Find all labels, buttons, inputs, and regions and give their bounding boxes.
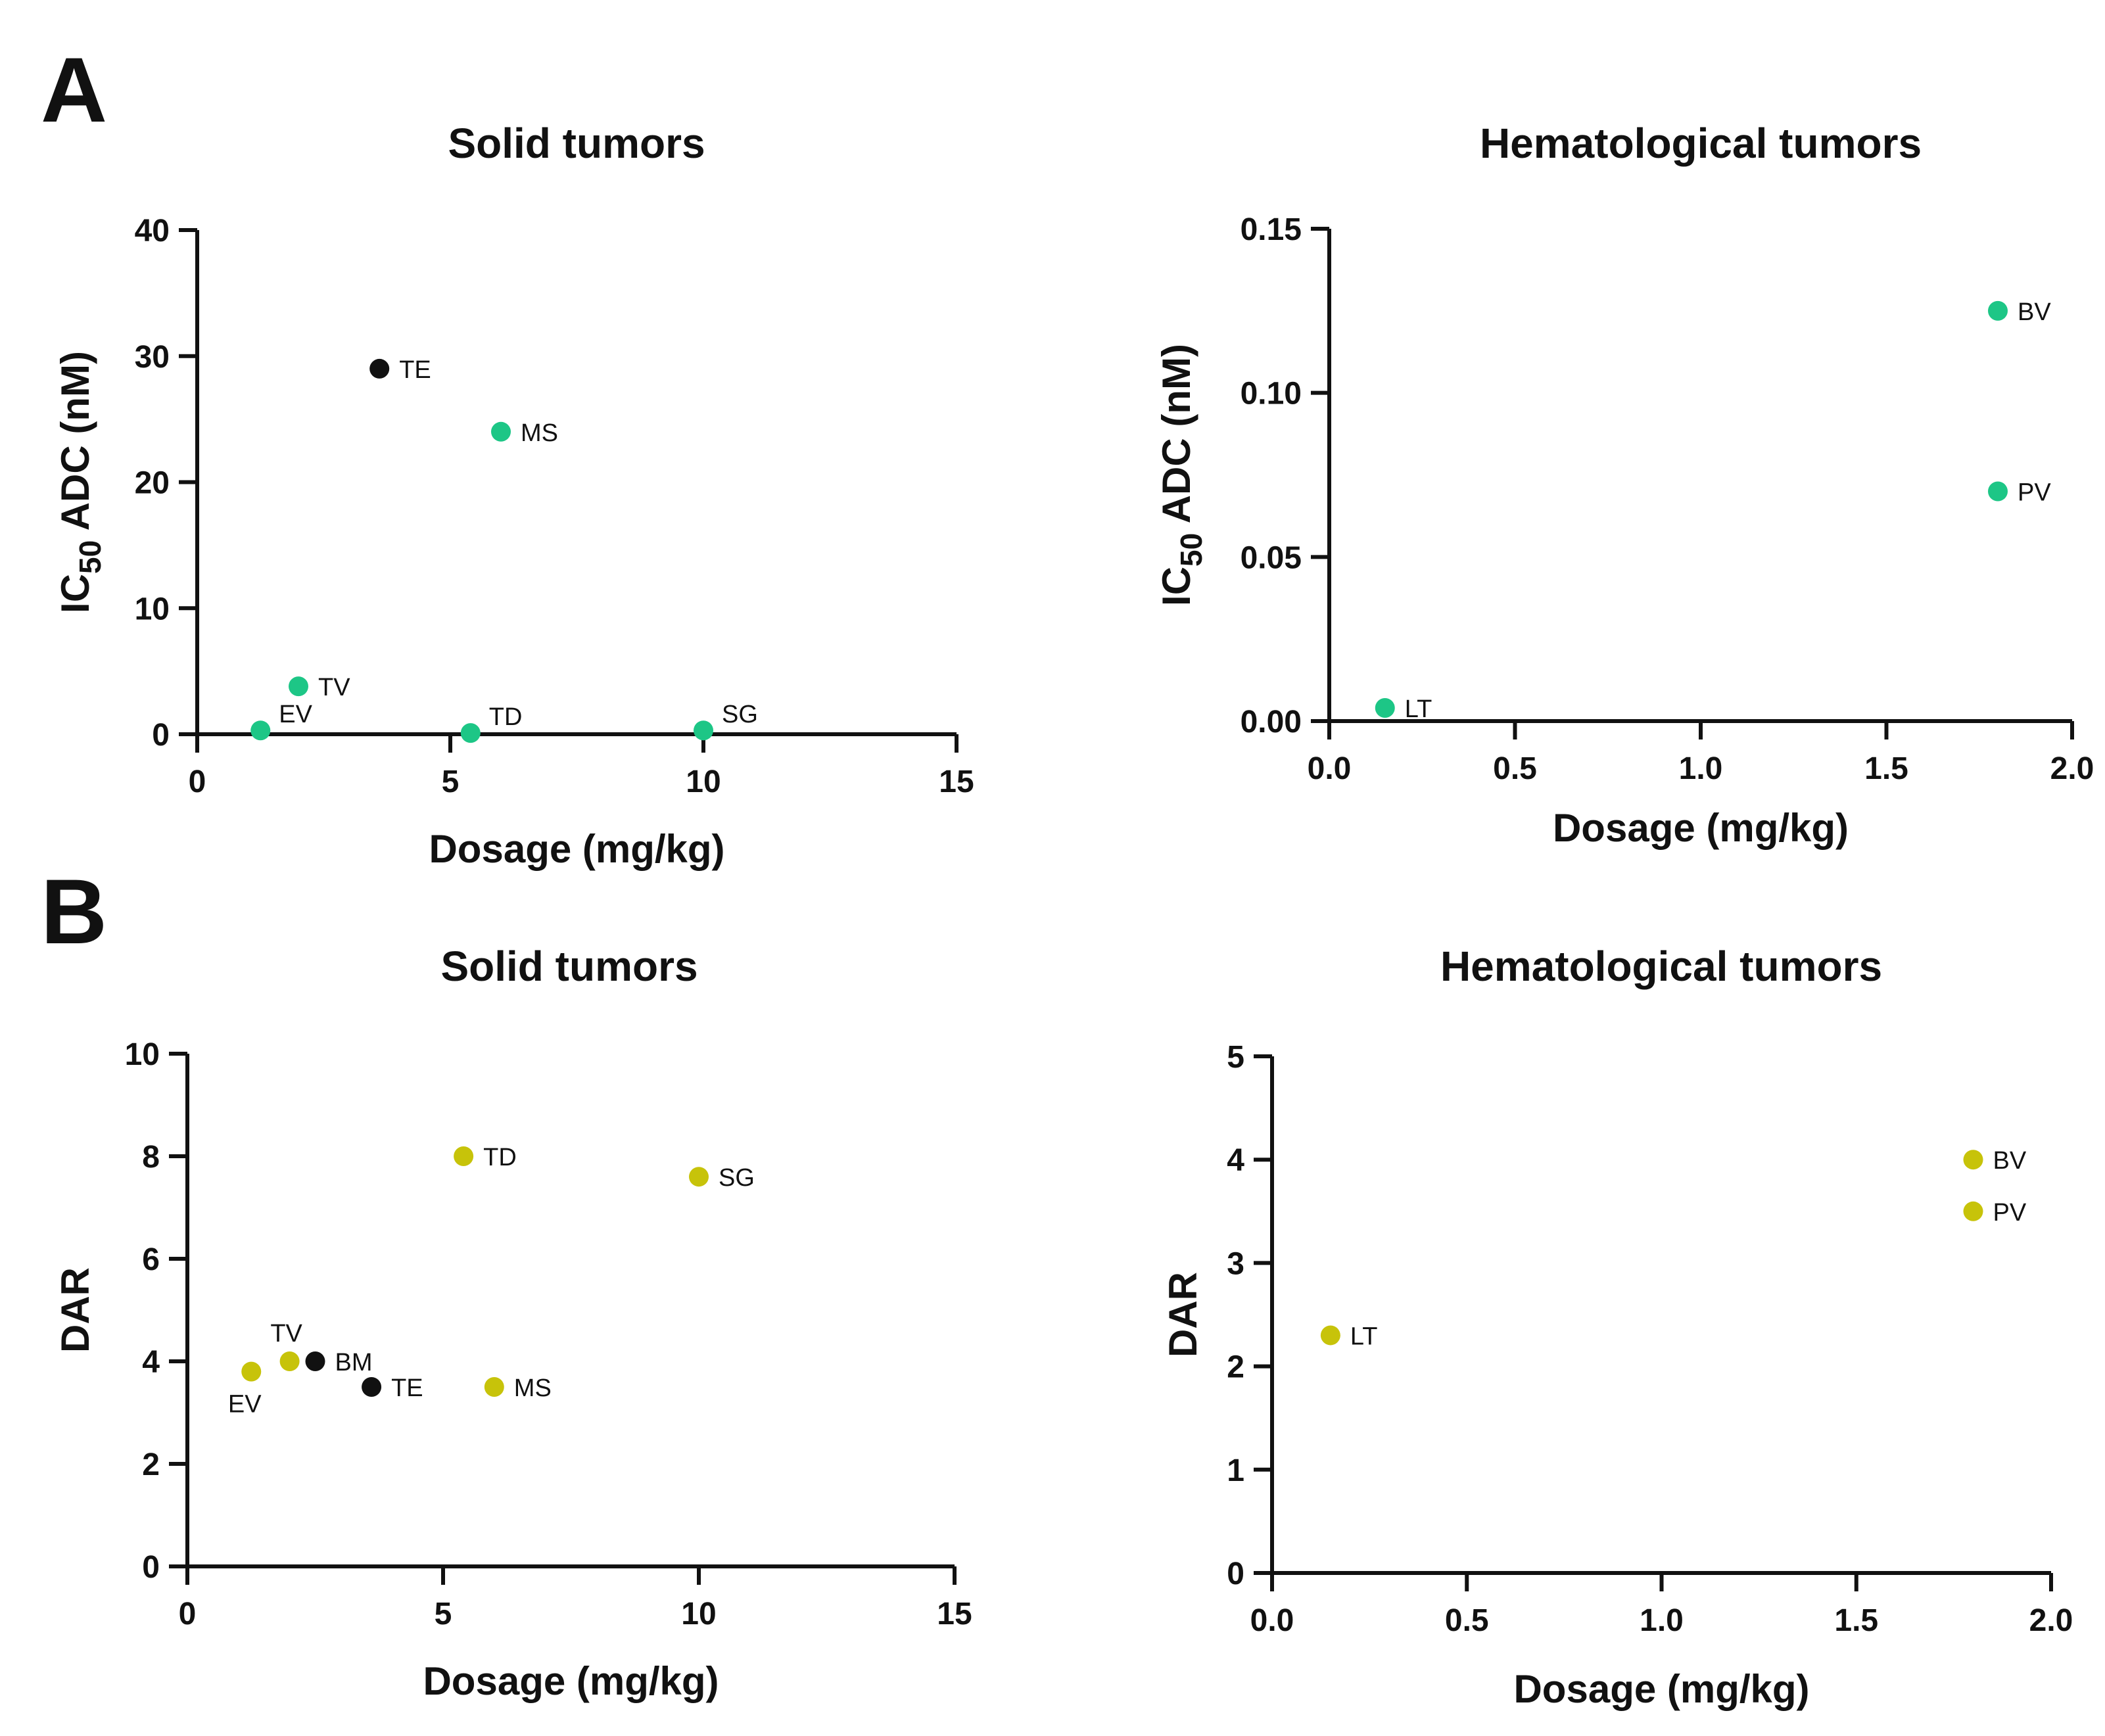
x-tick-label: 2.0 — [2029, 1603, 2073, 1638]
y-tick-label: 2 — [142, 1447, 160, 1482]
data-point-pv — [1988, 481, 2008, 502]
chart-1: Solid tumors 0 5 10 15 0 10 20 30 40 Dosage (mg/kg… — [53, 120, 974, 871]
x-tick-label: 1.5 — [1864, 751, 1908, 786]
y-tick-label: 10 — [135, 592, 170, 626]
x-axis-label: Dosage (mg/kg) — [429, 827, 724, 871]
panel-letter-b: B — [41, 860, 107, 963]
data-point-sg — [689, 1167, 709, 1187]
x-tick-label: 2.0 — [2050, 751, 2094, 786]
y-tick-label: 20 — [135, 466, 170, 501]
y-tick-label: 2 — [1227, 1350, 1244, 1385]
chart-title: Solid tumors — [448, 120, 705, 167]
data-point-label: BV — [1993, 1147, 2027, 1175]
y-axis-label: DAR — [1161, 1272, 1205, 1357]
y-tick-label: 4 — [142, 1345, 160, 1380]
y-axis-label: IC50 ADC (nM) — [1154, 344, 1208, 606]
data-point-label: TV — [270, 1320, 302, 1348]
data-point-tv — [289, 676, 308, 697]
x-tick-label: 5 — [442, 764, 460, 799]
x-tick-label: 5 — [435, 1597, 452, 1631]
x-tick-label: 0.5 — [1493, 751, 1537, 786]
panel-letter-a: A — [41, 38, 107, 141]
x-tick-label: 1.0 — [1679, 751, 1723, 786]
data-point-ms — [491, 421, 511, 442]
x-tick-label: 0.5 — [1445, 1603, 1489, 1638]
data-point-label: LT — [1350, 1323, 1378, 1350]
data-point-label: TE — [391, 1374, 423, 1402]
y-tick-label: 0.10 — [1241, 377, 1302, 411]
x-tick-label: 10 — [686, 764, 721, 799]
data-point-label: LT — [1405, 695, 1432, 723]
chart-3: Solid tumors 0 5 10 15 0 2 4 6 8 10 Dosage (mg/kg) D… — [53, 943, 972, 1703]
y-tick-label: 0 — [1227, 1557, 1244, 1591]
data-point-label: BM — [335, 1349, 373, 1376]
x-tick-label: 0.0 — [1250, 1603, 1294, 1638]
y-tick-label: 30 — [135, 340, 170, 375]
data-point-ev — [250, 720, 271, 741]
x-axis-label: Dosage (mg/kg) — [1553, 806, 1849, 850]
y-tick-label: 0.00 — [1241, 705, 1302, 739]
data-point-label: EV — [228, 1391, 262, 1419]
data-point-label: PV — [1993, 1199, 2027, 1227]
x-tick-label: 0 — [189, 764, 206, 799]
data-point-label: TE — [399, 356, 431, 384]
data-point-te — [362, 1377, 382, 1397]
chart-2: Hematological tumors 0.0 0.5 1.0 1.5 2.0 0.00 0… — [1154, 120, 2094, 850]
data-point-label: EV — [279, 701, 312, 728]
data-point-lt — [1375, 698, 1395, 718]
chart-title: Hematological tumors — [1440, 943, 1882, 990]
data-point-td — [454, 1146, 474, 1166]
data-point-bv — [1963, 1150, 1983, 1170]
y-tick-label: 10 — [125, 1037, 160, 1072]
data-point-label: TV — [318, 674, 350, 701]
chart-title: Solid tumors — [440, 943, 698, 990]
x-tick-label: 1.5 — [1834, 1603, 1878, 1638]
data-point-label: MS — [514, 1374, 552, 1402]
data-point-label: PV — [2018, 479, 2051, 506]
data-point-bv — [1988, 300, 2008, 321]
chart-4: Hematological tumors 0.0 0.5 1.0 1.5 2.0 0 1 2 3 4… — [1161, 943, 2073, 1711]
data-point-ev — [241, 1361, 262, 1382]
data-point-label: TD — [483, 1144, 517, 1171]
data-point-lt — [1320, 1325, 1340, 1346]
data-point-label: TD — [489, 703, 523, 731]
y-tick-label: 8 — [142, 1140, 160, 1175]
x-axis-label: Dosage (mg/kg) — [423, 1659, 719, 1703]
y-tick-label: 40 — [135, 214, 170, 248]
y-tick-label: 1 — [1227, 1453, 1244, 1488]
y-tick-label: 4 — [1227, 1143, 1244, 1178]
data-point-label: MS — [521, 419, 558, 447]
x-tick-label: 15 — [939, 764, 974, 799]
y-tick-label: 0.05 — [1241, 540, 1302, 575]
x-tick-label: 0.0 — [1308, 751, 1352, 786]
data-point-pv — [1963, 1201, 1983, 1221]
chart-title: Hematological tumors — [1480, 120, 1922, 167]
data-point-td — [460, 723, 481, 743]
y-tick-label: 3 — [1227, 1246, 1244, 1281]
data-point-te — [369, 358, 390, 379]
data-point-label: SG — [722, 701, 758, 728]
y-tick-label: 0.15 — [1241, 212, 1302, 247]
data-point-tv — [279, 1351, 300, 1371]
y-tick-label: 0 — [152, 718, 170, 753]
x-tick-label: 15 — [937, 1597, 972, 1631]
x-tick-label: 10 — [681, 1597, 716, 1631]
x-tick-label: 1.0 — [1640, 1603, 1684, 1638]
y-axis-label: IC50 ADC (nM) — [53, 351, 107, 613]
x-axis-label: Dosage (mg/kg) — [1513, 1667, 1809, 1711]
y-tick-label: 6 — [142, 1242, 160, 1277]
data-point-sg — [694, 720, 713, 741]
y-tick-label: 5 — [1227, 1040, 1244, 1075]
y-tick-label: 0 — [142, 1550, 160, 1585]
data-point-bm — [305, 1351, 325, 1371]
y-axis-label: DAR — [53, 1267, 97, 1353]
x-tick-label: 0 — [179, 1597, 197, 1631]
data-point-label: BV — [2018, 298, 2051, 326]
data-point-ms — [484, 1377, 504, 1397]
data-point-label: SG — [719, 1164, 755, 1192]
